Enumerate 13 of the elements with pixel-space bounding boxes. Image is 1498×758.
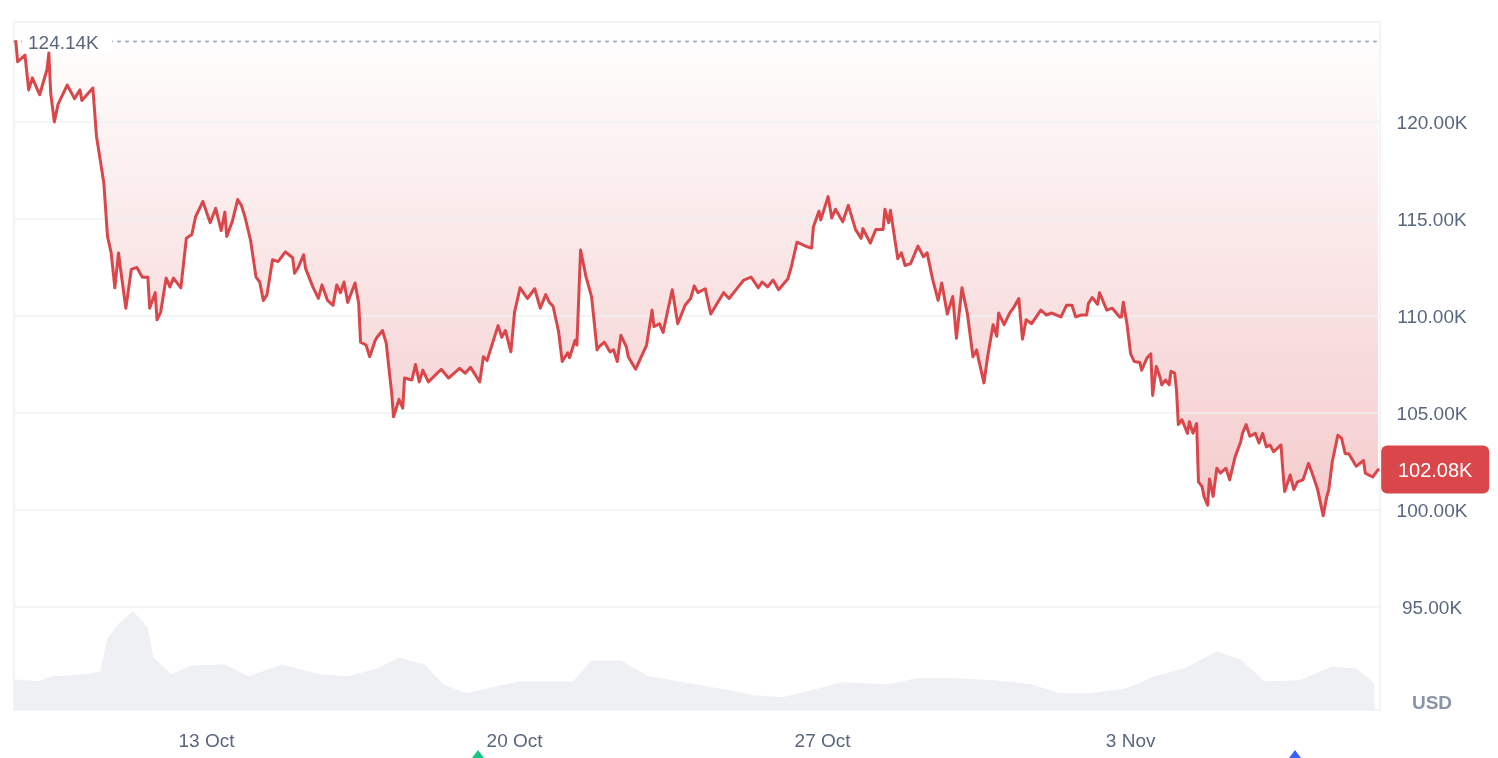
ref-line-label: 124.14K (28, 31, 100, 53)
x-tick-label: 3 Nov (1105, 730, 1156, 751)
annotation: 102.08K (1397, 458, 1474, 481)
y-tick-label: 105.00K (1396, 402, 1468, 424)
x-tick-label: 13 Oct (178, 730, 236, 751)
y-tick-label: 110.00K (1397, 305, 1468, 327)
y-tick-label: 120.00K (1396, 111, 1468, 133)
x-tick-label: 20 Oct (486, 730, 544, 751)
y-tick-label: 115.00K (1397, 208, 1468, 230)
y-tick-label: 100.00K (1396, 499, 1468, 521)
y-tick-label: 95.00K (1401, 596, 1463, 618)
x-tick-label: 27 Oct (794, 730, 852, 751)
y-axis-title: USD (1411, 692, 1453, 713)
